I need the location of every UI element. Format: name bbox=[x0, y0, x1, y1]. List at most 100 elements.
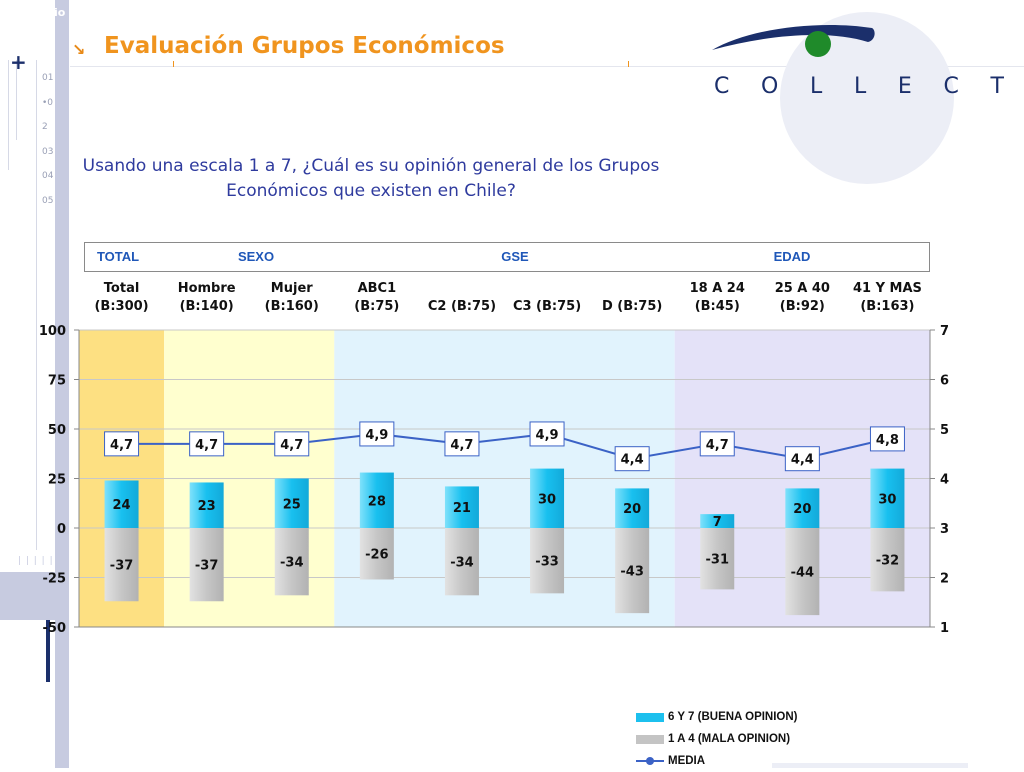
media-label-box bbox=[104, 431, 140, 457]
bar-label-positive: 24 bbox=[113, 498, 131, 513]
media-point bbox=[203, 440, 210, 447]
bar-positive bbox=[785, 488, 820, 528]
column-header-line: (B:140) bbox=[179, 299, 234, 314]
column-header: C3 (B:75) bbox=[504, 298, 590, 316]
bar-label-negative: -26 bbox=[365, 548, 389, 563]
legend-swatch-positive bbox=[636, 712, 664, 722]
bar-label-positive: 23 bbox=[198, 499, 216, 514]
group-header-box bbox=[84, 242, 930, 272]
bar-label-positive: 30 bbox=[538, 492, 556, 507]
media-label: 4,4 bbox=[791, 453, 814, 468]
ticks-mark: | | | | | bbox=[18, 556, 54, 566]
column-header: 41 Y MAS (B:163) bbox=[844, 280, 930, 316]
left-number: •0 bbox=[42, 97, 54, 108]
column-header-line: C3 (B:75) bbox=[512, 299, 582, 314]
media-point bbox=[544, 430, 551, 437]
media-label: 4,4 bbox=[621, 453, 644, 468]
title-rule bbox=[70, 66, 1024, 67]
media-label: 4,9 bbox=[536, 428, 559, 443]
rule-tick bbox=[173, 61, 174, 67]
bar-label-positive: 20 bbox=[793, 502, 811, 517]
media-label: 4,8 bbox=[876, 433, 899, 448]
bar-label-negative: -44 bbox=[791, 566, 815, 581]
column-header: 18 A 24 (B:45) bbox=[674, 280, 760, 316]
logo-letter: O bbox=[761, 74, 779, 99]
bar-label-negative: -32 bbox=[876, 554, 900, 569]
rule-tick bbox=[628, 61, 629, 67]
media-point bbox=[799, 455, 806, 462]
logo-letter: T bbox=[990, 74, 1004, 99]
left-box bbox=[0, 572, 58, 620]
media-label-box bbox=[274, 431, 310, 457]
bar-positive bbox=[700, 514, 735, 528]
media-label-box bbox=[189, 431, 225, 457]
bar-positive bbox=[615, 488, 650, 528]
y-tick-label-right: 6 bbox=[940, 374, 949, 389]
legend-swatch-negative bbox=[636, 734, 664, 744]
bar-negative bbox=[700, 528, 735, 590]
legend-label: 6 Y 7 (BUENA OPINION) bbox=[668, 711, 798, 723]
left-thin-line bbox=[16, 60, 17, 140]
y-tick-label-right: 5 bbox=[940, 423, 949, 438]
group-background bbox=[79, 330, 165, 627]
bar-label-positive: 21 bbox=[453, 501, 471, 516]
bar-positive bbox=[189, 482, 224, 528]
bar-negative bbox=[870, 528, 905, 592]
logo-letter: L bbox=[810, 74, 823, 99]
bar-negative bbox=[104, 528, 139, 602]
bar-label-positive: 7 bbox=[713, 515, 722, 530]
bar-positive bbox=[104, 480, 139, 528]
y-tick-label-right: 7 bbox=[940, 324, 949, 339]
logo-text: C O L L E C T bbox=[714, 74, 1004, 99]
page-title: Evaluación Grupos Económicos bbox=[104, 33, 505, 59]
column-header-line: (B:45) bbox=[694, 299, 740, 314]
column-header-line: (B:160) bbox=[264, 299, 319, 314]
column-header: Hombre (B:140) bbox=[164, 280, 250, 316]
media-label-box bbox=[359, 421, 395, 447]
legend: 6 Y 7 (BUENA OPINION) 1 A 4 (MALA OPINIO… bbox=[636, 706, 798, 772]
left-number: 03 bbox=[42, 146, 54, 157]
footer-bar bbox=[772, 763, 968, 768]
left-thin-line bbox=[36, 60, 37, 550]
legend-line-media bbox=[636, 756, 664, 766]
question-text: Usando una escala 1 a 7, ¿Cuál es su opi… bbox=[82, 156, 660, 201]
legend-item-negative: 1 A 4 (MALA OPINION) bbox=[636, 728, 798, 750]
bar-label-positive: 28 bbox=[368, 494, 386, 509]
left-number: 01 bbox=[42, 73, 54, 83]
group-label-total: TOTAL bbox=[96, 249, 140, 264]
column-header-line: ABC1 bbox=[357, 281, 397, 296]
bar-negative bbox=[785, 528, 820, 616]
media-label: 4,7 bbox=[110, 438, 133, 453]
column-header-line: Mujer bbox=[270, 281, 313, 296]
legend-item-media: MEDIA bbox=[636, 750, 798, 772]
media-label: 4,9 bbox=[365, 428, 388, 443]
left-bar bbox=[55, 0, 69, 768]
bar-label-negative: -43 bbox=[620, 565, 644, 580]
media-point bbox=[458, 440, 465, 447]
media-point bbox=[714, 440, 721, 447]
logo-letter: E bbox=[897, 74, 912, 99]
column-header-line: (B:92) bbox=[779, 299, 825, 314]
column-header-line: (B:75) bbox=[354, 299, 400, 314]
column-header: Total (B:300) bbox=[79, 280, 165, 316]
bar-label-positive: 25 bbox=[283, 497, 301, 512]
corner-mark: io bbox=[54, 6, 66, 19]
media-point bbox=[884, 435, 891, 442]
column-header-line: Hombre bbox=[177, 281, 236, 296]
column-header: ABC1 (B:75) bbox=[334, 280, 420, 316]
media-point bbox=[373, 430, 380, 437]
media-label-box bbox=[869, 426, 905, 452]
bar-negative bbox=[615, 528, 650, 614]
bar-negative bbox=[530, 528, 565, 594]
column-header: D (B:75) bbox=[589, 298, 675, 316]
left-accent-line bbox=[46, 620, 50, 682]
bar-negative bbox=[274, 528, 309, 596]
column-header-line: (B:300) bbox=[94, 299, 149, 314]
bar-label-negative: -37 bbox=[195, 559, 219, 574]
bar-label-negative: -37 bbox=[110, 559, 134, 574]
left-number: 04 bbox=[42, 171, 54, 181]
left-number: 2 bbox=[42, 122, 48, 132]
column-header-line: C2 (B:75) bbox=[427, 299, 497, 314]
column-header-line: 25 A 40 bbox=[774, 281, 830, 296]
bar-label-negative: -33 bbox=[535, 555, 559, 570]
